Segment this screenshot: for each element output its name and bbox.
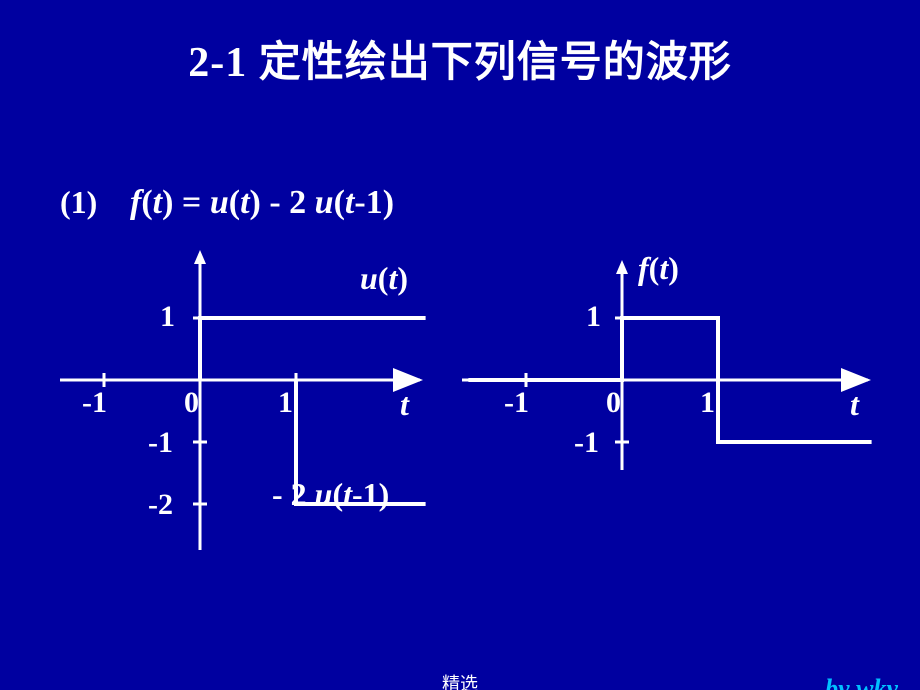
axis-label: 1 xyxy=(700,386,715,420)
problem-number: (1) xyxy=(60,184,97,221)
equation: f(t) = u(t) - 2 u(t-1) xyxy=(130,184,394,222)
axis-label: -1 xyxy=(148,426,173,460)
axis-label: -1 xyxy=(504,386,529,420)
series-label: u(t) xyxy=(360,260,408,297)
series-label: - 2 u(t-1) xyxy=(272,476,389,513)
footer-author: by wky xyxy=(825,674,898,690)
axis-label: -2 xyxy=(148,488,173,522)
axis-label: t xyxy=(400,386,409,423)
footer-center: 精选 xyxy=(0,670,920,690)
axis-label: 1 xyxy=(278,386,293,420)
axis-label: -1 xyxy=(574,426,599,460)
axis-label: -1 xyxy=(82,386,107,420)
page-title: 2-1 定性绘出下列信号的波形 xyxy=(0,28,920,89)
chart-right: 0-11t1-1f(t) xyxy=(460,250,880,570)
axis-label: t xyxy=(850,386,859,423)
chart-title: f(t) xyxy=(638,250,679,287)
axis-label: 0 xyxy=(606,386,621,420)
axis-label: 1 xyxy=(586,300,601,334)
chart-left: 0 -1 1 t 1 -1 -2 u(t) - 2 u(t-1) xyxy=(60,250,460,570)
axis-label: 1 xyxy=(160,300,175,334)
axis-label: 0 xyxy=(184,386,199,420)
